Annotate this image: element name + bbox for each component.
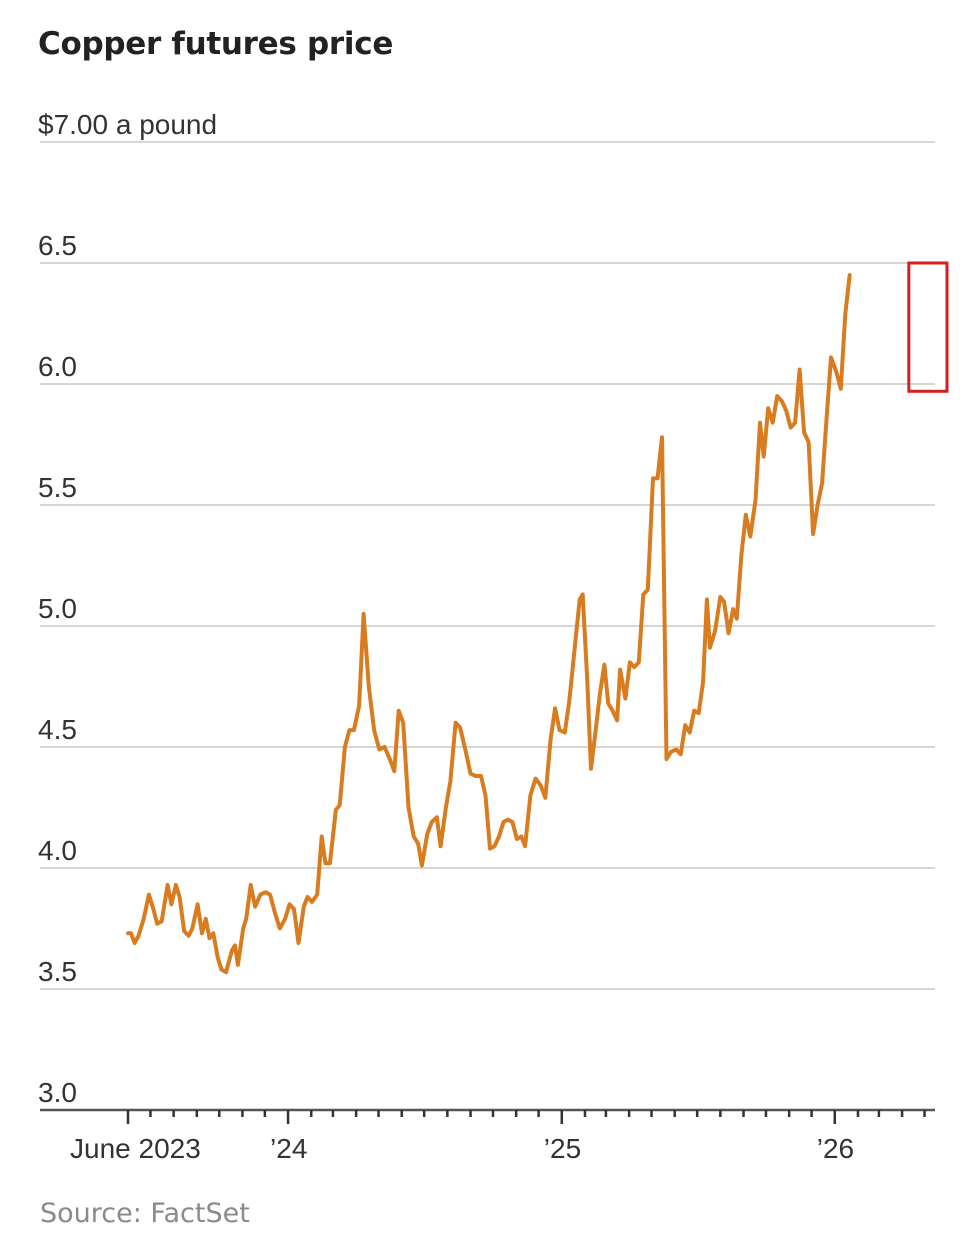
y-tick-label: 6.5: [38, 230, 77, 261]
y-tick-label: 3.5: [38, 956, 77, 987]
y-tick-label: 3.0: [38, 1077, 77, 1108]
y-tick-label: 4.5: [38, 714, 77, 745]
x-tick-label: June 2023: [70, 1133, 201, 1164]
source-note: Source: FactSet: [40, 1198, 250, 1229]
x-tick-label: ’26: [817, 1133, 854, 1164]
price-series: [126, 273, 852, 975]
highlight-box: [907, 261, 949, 393]
price-line: [126, 273, 852, 975]
y-tick-label: 5.5: [38, 472, 77, 503]
x-tick-label: ’25: [544, 1133, 581, 1164]
gridlines: [40, 141, 935, 1112]
y-tick-label: $7.00 a pound: [38, 109, 217, 140]
x-axis: June 2023 ’24 ’25 ’26: [70, 1110, 926, 1164]
y-tick-label: 6.0: [38, 351, 77, 382]
y-tick-label: 4.0: [38, 835, 77, 866]
highlight-annotation: [907, 261, 949, 393]
y-axis-labels: $7.00 a pound 6.5 6.0 5.5 5.0 4.5 4.0 3.5 3.0: [38, 109, 217, 1108]
chart-title: Copper futures price: [38, 26, 394, 62]
y-tick-label: 5.0: [38, 593, 77, 624]
x-tick-label: ’24: [270, 1133, 307, 1164]
